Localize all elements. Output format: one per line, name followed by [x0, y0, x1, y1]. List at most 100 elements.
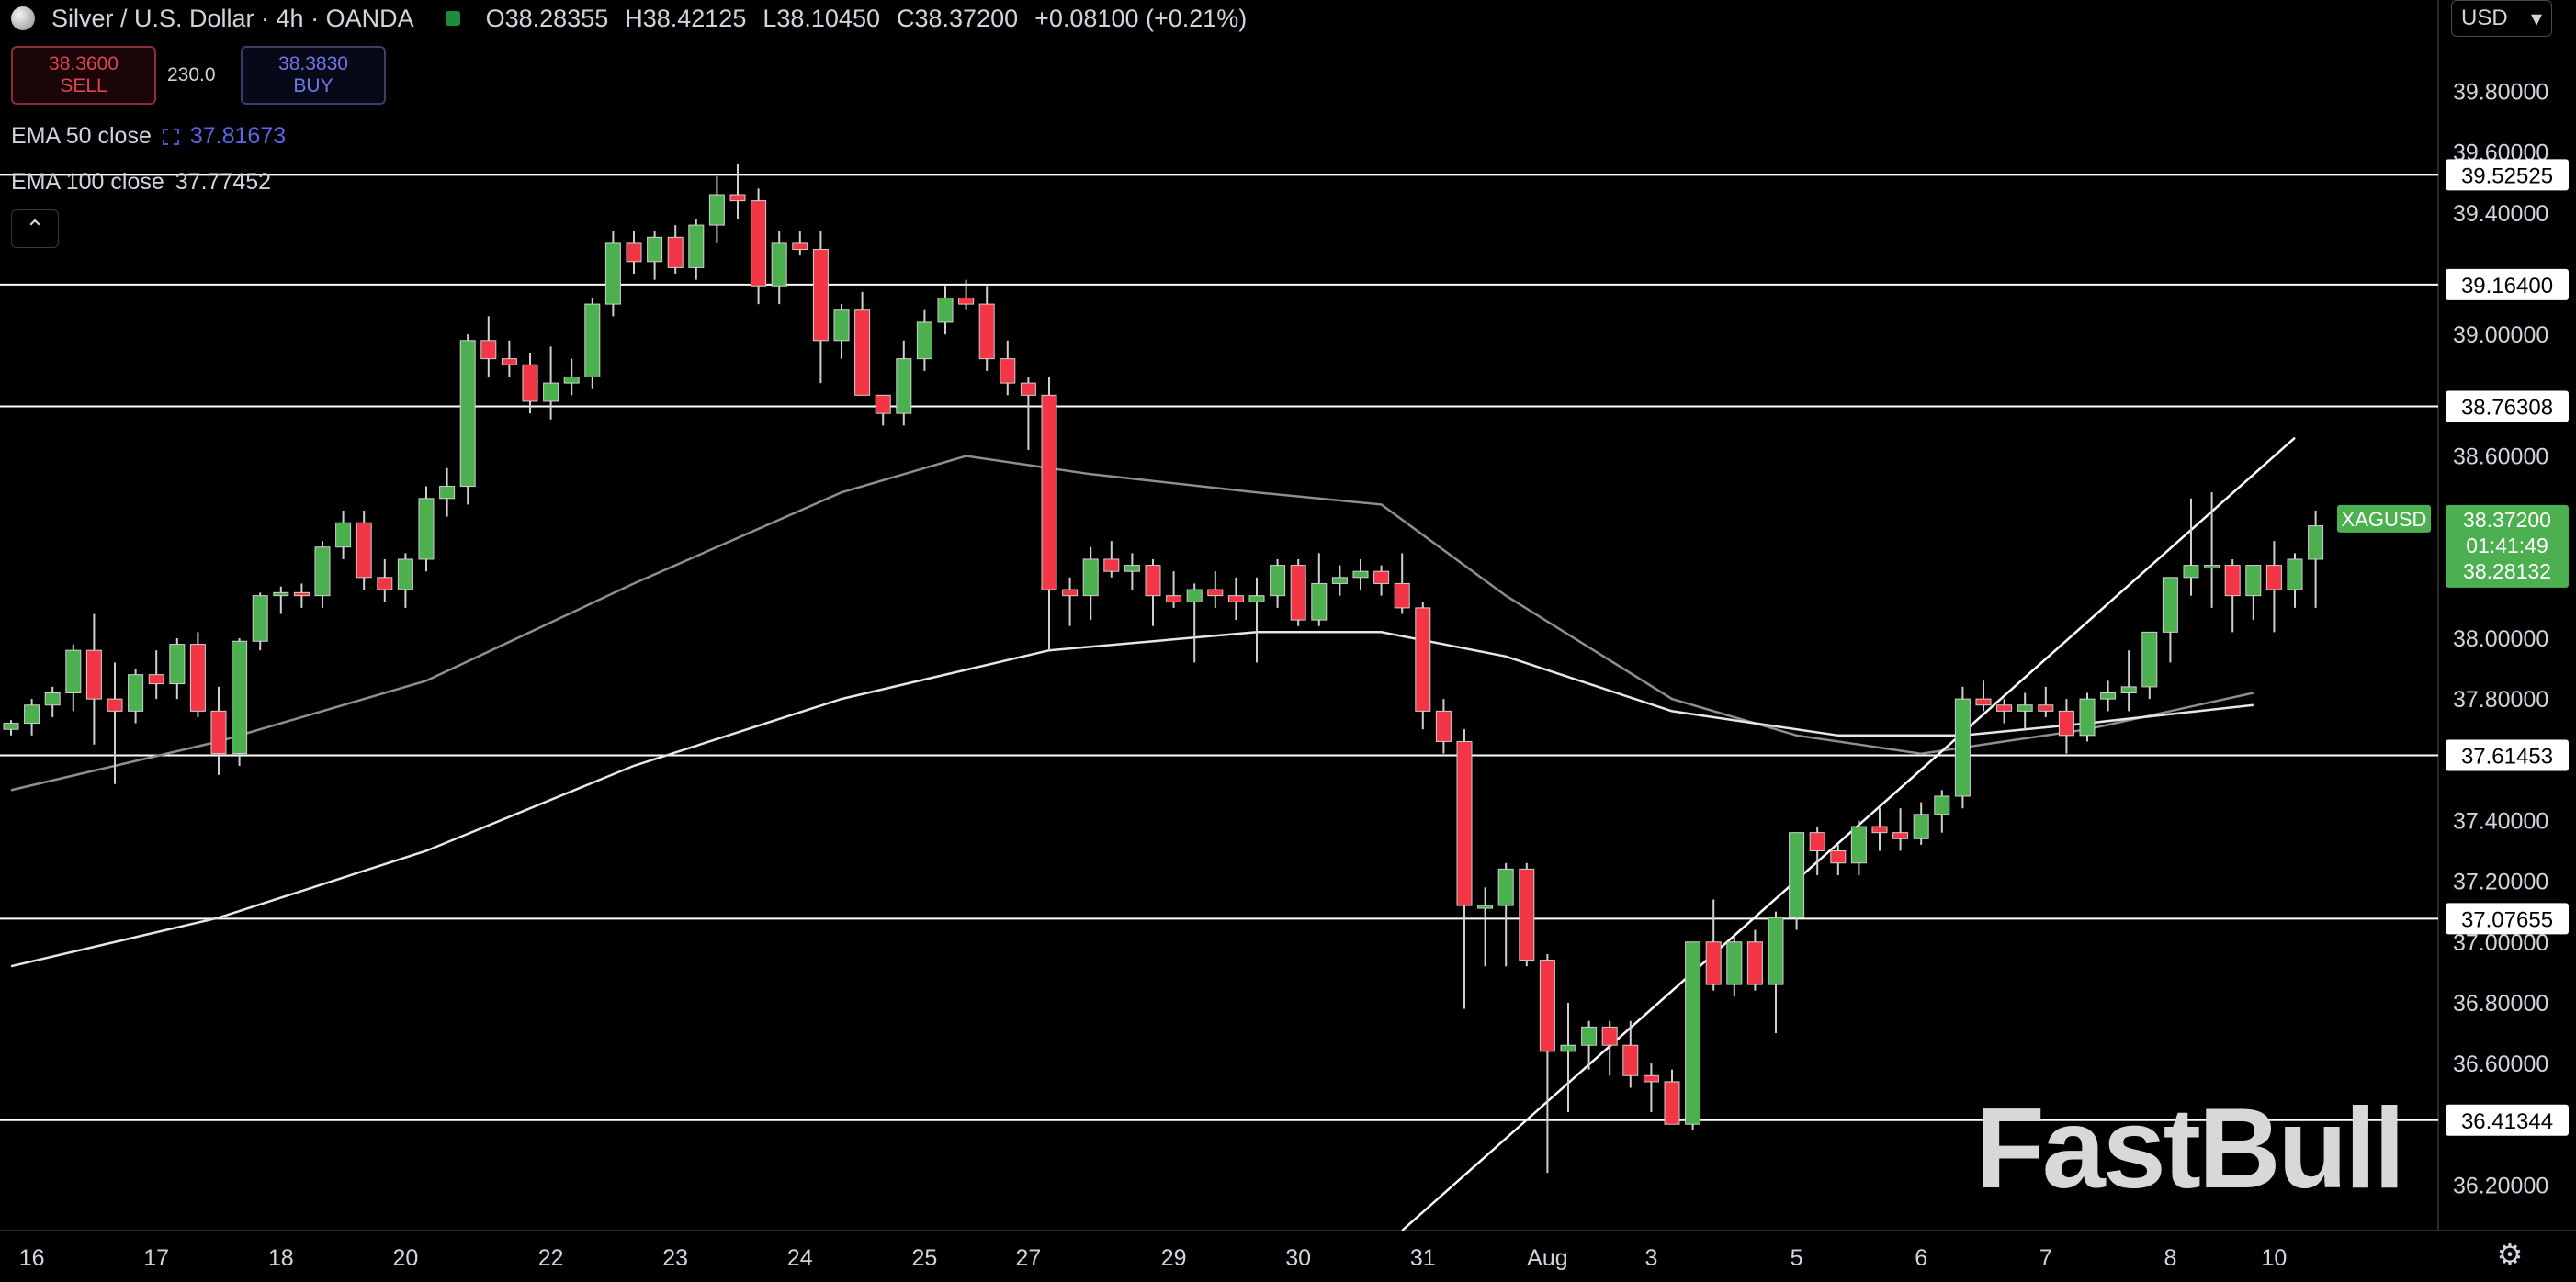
candle-body: [2162, 577, 2178, 633]
candle-body: [543, 382, 559, 402]
candle-body: [2100, 692, 2117, 700]
candle-body: [252, 595, 268, 642]
candle-body: [1746, 941, 1763, 985]
horizontal-level-label-bg: [2446, 1104, 2569, 1136]
candle-body: [1207, 589, 1224, 597]
time-tick-label: 5: [1791, 1245, 1803, 1271]
price-tick-label: 37.40000: [2453, 808, 2548, 834]
candle-body: [1892, 832, 1909, 839]
candle-body: [314, 546, 331, 597]
candle-body: [480, 340, 497, 360]
candle-body: [335, 522, 352, 548]
candle-body: [459, 340, 476, 488]
ema50-value: 37.81673: [189, 123, 287, 149]
buy-label: BUY: [293, 75, 333, 96]
current-price-label: 38.37200: [2463, 508, 2551, 532]
candle-body: [667, 236, 684, 268]
horizontal-level-label-bg: [2446, 739, 2569, 771]
horizontal-level-label: 39.16400: [2461, 274, 2553, 298]
horizontal-level-label-bg: [2446, 903, 2569, 935]
candle-body: [626, 242, 642, 263]
collapse-legend-button[interactable]: ⌃: [11, 209, 59, 248]
time-tick-label: 10: [2261, 1245, 2287, 1271]
time-tick-label: 8: [2164, 1245, 2176, 1271]
price-tag-bg: [2446, 504, 2569, 588]
buy-price: 38.3830: [278, 53, 348, 74]
sell-button[interactable]: 38.3600 SELL: [11, 46, 156, 105]
candle-body: [1477, 905, 1494, 909]
price-tick-label: 36.60000: [2453, 1051, 2548, 1077]
ema50-label: EMA 50 close: [11, 123, 152, 149]
candle-body: [2204, 565, 2220, 569]
symbol-tag-bg: [2337, 504, 2431, 533]
candle-body: [647, 236, 663, 263]
time-tick-label: 23: [662, 1245, 688, 1271]
time-tick-label: 20: [392, 1245, 418, 1271]
horizontal-level-label-bg: [2446, 268, 2569, 300]
candle-body: [1000, 358, 1016, 384]
candle-body: [1519, 868, 1535, 962]
spread-value: 230.0: [167, 64, 216, 85]
candle-body: [1270, 565, 1286, 597]
candle-body: [604, 242, 621, 305]
horizontal-level-label: 37.07655: [2461, 907, 2553, 932]
candle-body: [1145, 565, 1161, 597]
candle-body: [273, 591, 289, 597]
candle-body: [1435, 710, 1452, 742]
time-tick-label: 25: [911, 1245, 937, 1271]
gear-icon[interactable]: ⚙: [2496, 1238, 2524, 1271]
candle-body: [1290, 565, 1306, 621]
ema50-legend[interactable]: EMA 50 close 37.81673: [11, 123, 286, 150]
time-tick-label: Aug: [1527, 1245, 1567, 1271]
symbol-title[interactable]: Silver / U.S. Dollar · 4h · OANDA: [51, 4, 414, 32]
time-tick-label: 3: [1644, 1245, 1657, 1271]
candle-body: [1581, 1026, 1598, 1046]
candle-body: [2308, 525, 2324, 560]
candle-body: [1643, 1074, 1659, 1083]
candle-body: [751, 200, 767, 287]
candle-body: [1331, 577, 1348, 584]
candle-body: [1809, 832, 1825, 852]
high-value: H38.42125: [625, 4, 747, 32]
loading-icon: [162, 128, 179, 145]
time-tick-label: 31: [1410, 1245, 1436, 1271]
candle-body: [1726, 941, 1743, 985]
candle-body: [2058, 710, 2074, 737]
candle-body: [854, 309, 871, 396]
ema100-legend[interactable]: EMA 100 close 37.77452: [11, 169, 271, 196]
change-value: +0.08100 (+0.21%): [1034, 4, 1248, 32]
candle-body: [812, 249, 829, 342]
second-price-label: 38.28132: [2463, 559, 2551, 583]
candle-body: [729, 194, 746, 202]
symbol-header: Silver / U.S. Dollar · 4h · OANDA O38.28…: [0, 0, 1247, 37]
candle-body: [2120, 686, 2137, 694]
candle-body: [1227, 595, 1244, 602]
price-tick-label: 37.80000: [2453, 687, 2548, 713]
candle-body: [1062, 589, 1079, 597]
candle-body: [1020, 382, 1036, 396]
ema100-value: 37.77452: [175, 169, 272, 195]
time-tick-label: 30: [1285, 1245, 1311, 1271]
horizontal-level-label: 39.52525: [2461, 163, 2553, 188]
candle-body: [2141, 631, 2158, 688]
candle-body: [1103, 558, 1120, 572]
candle-body: [128, 674, 144, 712]
price-tick-label: 36.20000: [2453, 1173, 2548, 1198]
candle-body: [232, 640, 248, 755]
candle-body: [169, 644, 186, 685]
candle-body: [2079, 698, 2096, 737]
candle-body: [1186, 589, 1203, 602]
candle-body: [1954, 698, 1971, 797]
time-tick-label: 24: [787, 1245, 813, 1271]
price-tick-label: 37.20000: [2453, 870, 2548, 895]
currency-label: USD: [2461, 6, 2508, 30]
chevron-up-icon: ⌃: [25, 214, 45, 242]
candle-body: [1622, 1044, 1639, 1076]
currency-selector[interactable]: USD ▾: [2451, 0, 2552, 37]
time-tick-label: 16: [19, 1245, 45, 1271]
symbol-tag: XAGUSD: [2342, 508, 2427, 531]
buy-button[interactable]: 38.3830 BUY: [241, 46, 386, 105]
candle-body: [1124, 565, 1140, 572]
candle-body: [1789, 832, 1805, 918]
